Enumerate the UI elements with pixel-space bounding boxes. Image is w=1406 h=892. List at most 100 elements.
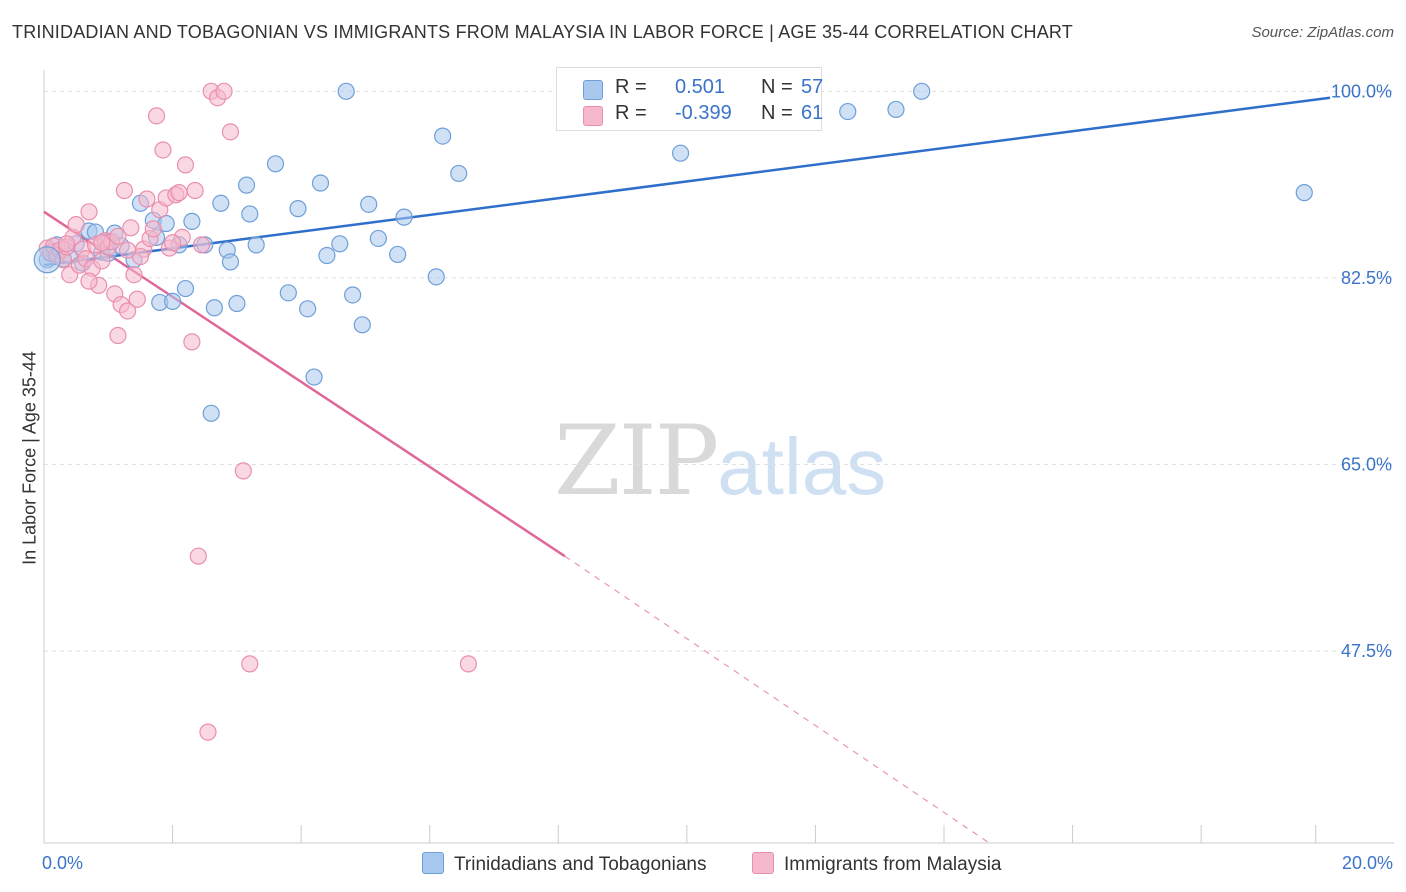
blue-data-point xyxy=(241,205,259,223)
blue-data-point xyxy=(369,229,387,248)
blue-data-point xyxy=(318,246,336,265)
blue-data-point xyxy=(887,100,905,119)
pink-data-point xyxy=(183,333,201,351)
blue-data-point xyxy=(427,268,445,286)
pink-data-point xyxy=(170,184,188,202)
n-label: N = xyxy=(761,102,793,124)
legend-item-malaysia: Immigrants from Malaysia xyxy=(752,852,1002,876)
chart-title: TRINIDADIAN AND TOBAGONIAN VS IMMIGRANTS… xyxy=(12,22,1074,42)
axes xyxy=(43,70,1394,844)
watermark-atlas: atlas xyxy=(717,422,887,511)
blue-data-point xyxy=(228,294,246,313)
pink-trend-line xyxy=(43,210,566,558)
pink-data-point xyxy=(176,156,195,174)
r-label: R = xyxy=(615,76,647,98)
blue-data-point xyxy=(289,200,307,218)
stats-legend: R = 0.501 N = 57 R = -0.399 N = 61 xyxy=(556,67,824,131)
blue-data-point xyxy=(395,208,413,226)
pink-data-point xyxy=(93,252,111,270)
n-value: 57 xyxy=(801,76,824,98)
x-tick-label-min: 0.0% xyxy=(42,853,83,873)
blue-data-point xyxy=(299,300,317,318)
blue-data-point xyxy=(237,176,256,194)
blue-data-point xyxy=(344,286,362,304)
data-points xyxy=(33,82,1313,741)
pink-data-point xyxy=(234,462,252,480)
watermark: ZIPatlas xyxy=(554,405,886,517)
pink-data-point xyxy=(118,302,137,320)
pink-data-point xyxy=(122,219,140,237)
r-value: -0.399 xyxy=(675,102,732,124)
blue-data-point xyxy=(360,195,378,213)
blue-data-point xyxy=(913,82,931,100)
pink-swatch xyxy=(583,106,603,126)
watermark-zip: ZIP xyxy=(554,405,719,517)
blue-swatch xyxy=(583,80,603,100)
pink-data-point xyxy=(109,227,127,245)
blue-data-point xyxy=(353,316,371,334)
blue-data-point xyxy=(305,368,323,386)
legend-item-trinidadians: Trinidadians and Tobagonians xyxy=(422,852,706,876)
pink-data-point xyxy=(128,290,146,308)
blue-data-point xyxy=(1295,184,1313,202)
pink-data-point xyxy=(80,203,98,221)
pink-data-point xyxy=(115,181,133,200)
blue-data-point xyxy=(671,144,690,162)
tick-labels: 47.5% 65.0% 82.5% 100.0% 0.0% 20.0% xyxy=(42,81,1393,873)
blue-data-point xyxy=(266,155,285,173)
y-tick-label: 65.0% xyxy=(1341,454,1392,474)
pink-data-point xyxy=(109,326,127,345)
pink-data-point xyxy=(189,547,207,565)
pink-data-point xyxy=(125,266,143,284)
n-label: N = xyxy=(761,76,793,98)
blue-data-point xyxy=(176,279,195,298)
pink-data-point xyxy=(147,107,166,125)
legend-swatch-blue xyxy=(422,852,444,874)
pink-data-point xyxy=(57,235,76,253)
blue-data-point xyxy=(450,164,468,183)
pink-data-point xyxy=(154,141,172,159)
r-label: R = xyxy=(615,102,647,124)
blue-data-point xyxy=(247,236,265,254)
legend-swatch-pink xyxy=(752,852,774,874)
blue-data-point xyxy=(202,404,220,422)
blue-data-point xyxy=(212,194,230,212)
blue-data-point xyxy=(205,299,223,317)
pink-trend-extension xyxy=(564,555,990,844)
y-tick-label: 100.0% xyxy=(1331,81,1392,101)
blue-data-point xyxy=(434,127,452,145)
pink-data-point xyxy=(221,123,240,141)
source-credit: Source: ZipAtlas.com xyxy=(1251,24,1394,41)
blue-data-point xyxy=(337,82,355,100)
pink-data-point xyxy=(118,241,137,259)
legend-label: Trinidadians and Tobagonians xyxy=(454,854,707,875)
blue-data-point xyxy=(33,246,61,274)
n-value: 61 xyxy=(801,102,824,124)
blue-data-point xyxy=(389,245,407,264)
pink-data-point xyxy=(80,272,98,290)
gridlines xyxy=(44,90,1394,652)
pink-data-point xyxy=(93,234,111,252)
y-axis-label: In Labor Force | Age 35-44 xyxy=(19,351,40,565)
blue-data-point xyxy=(221,253,240,271)
x-tick-label-max: 20.0% xyxy=(1342,853,1393,873)
blue-data-point xyxy=(183,212,201,231)
blue-data-point xyxy=(331,235,349,253)
pink-data-point xyxy=(192,236,211,254)
pink-data-point xyxy=(215,82,233,100)
pink-data-point xyxy=(164,234,182,252)
blue-data-point xyxy=(164,292,182,310)
blue-data-point xyxy=(839,102,857,121)
pink-data-point xyxy=(199,723,217,741)
y-tick-label: 47.5% xyxy=(1341,641,1392,661)
pink-data-point xyxy=(67,216,85,234)
blue-data-point xyxy=(279,284,297,302)
blue-data-point xyxy=(311,174,330,192)
pink-data-point xyxy=(144,220,162,238)
pink-data-point xyxy=(186,181,204,200)
pink-data-point xyxy=(459,655,477,673)
r-value: 0.501 xyxy=(675,76,726,98)
pink-data-point xyxy=(241,655,259,673)
y-tick-label: 82.5% xyxy=(1341,268,1392,288)
